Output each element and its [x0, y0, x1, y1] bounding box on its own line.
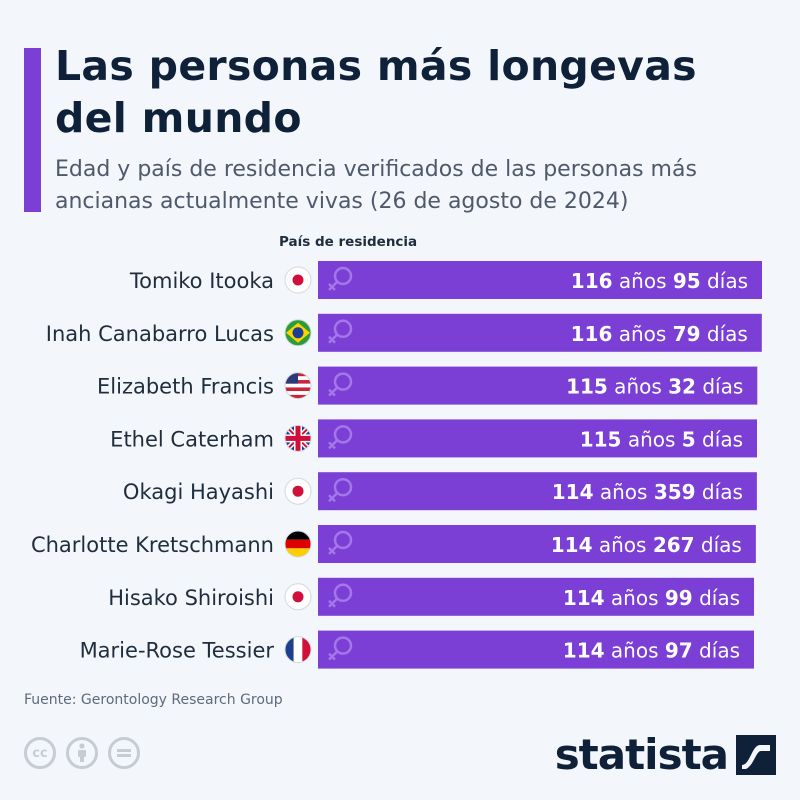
bar [318, 525, 756, 563]
row-label: Elizabeth Francis [97, 375, 274, 399]
brazil-flag-icon [284, 319, 312, 347]
by-icon[interactable] [66, 737, 98, 769]
usa-flag-icon [284, 372, 312, 400]
female-symbol-icon [328, 477, 353, 503]
female-symbol-icon [328, 530, 353, 555]
value-label: 114 años 97 días [563, 639, 740, 663]
bar [318, 419, 757, 458]
france-flag-icon [284, 636, 312, 664]
value-label: 115 años 5 días [580, 427, 743, 451]
page-subtitle: Edad y país de residencia verificados de… [55, 157, 697, 214]
row-label: Marie-Rose Tessier [80, 639, 275, 663]
cc-icon[interactable]: cc [24, 737, 56, 769]
country-column-header: País de residencia [279, 234, 418, 250]
license-icons: cc [24, 737, 140, 769]
value-label: 115 años 32 días [566, 375, 743, 399]
female-symbol-icon [328, 636, 353, 661]
value-label: 116 años 95 días [571, 269, 748, 293]
female-symbol-icon [328, 266, 353, 291]
female-symbol-icon [328, 425, 353, 450]
value-label: 114 años 99 días [563, 586, 740, 610]
accent-bar [24, 48, 41, 212]
female-symbol-icon [328, 319, 353, 344]
row-label: Inah Canabarro Lucas [46, 322, 274, 346]
bar [318, 261, 762, 299]
japan-flag-icon [284, 477, 312, 505]
female-symbol-icon [328, 583, 353, 608]
source-note: Fuente: Gerontology Research Group [24, 692, 283, 708]
value-label: 114 años 359 días [552, 480, 743, 504]
germany-flag-icon [284, 530, 312, 558]
japan-flag-icon [284, 583, 312, 611]
row-label: Charlotte Kretschmann [31, 533, 274, 557]
uk-flag-icon [284, 424, 312, 452]
nd-icon[interactable] [108, 737, 140, 769]
brand-name: statista [554, 730, 729, 779]
page-title: Las personas más longevas del mundo [55, 42, 697, 142]
statista-logo[interactable]: statista [555, 730, 776, 779]
row-label: Hisako Shiroishi [108, 586, 274, 610]
value-label: 116 años 79 días [571, 322, 748, 346]
value-label: 114 años 267 días [551, 533, 742, 557]
bar [318, 630, 754, 669]
row-label: Okagi Hayashi [123, 480, 274, 504]
row-label: Ethel Caterham [110, 427, 274, 451]
female-symbol-icon [328, 372, 353, 397]
bar [318, 366, 758, 405]
bar [318, 472, 757, 511]
japan-flag-icon [284, 266, 312, 294]
bar [318, 313, 762, 352]
bar [318, 577, 755, 616]
statista-mark-icon [736, 734, 776, 775]
row-label: Tomiko Itooka [129, 269, 274, 293]
bar-chart: Tomiko Itooka 116 años 95 días Inah Canaba… [31, 261, 762, 669]
